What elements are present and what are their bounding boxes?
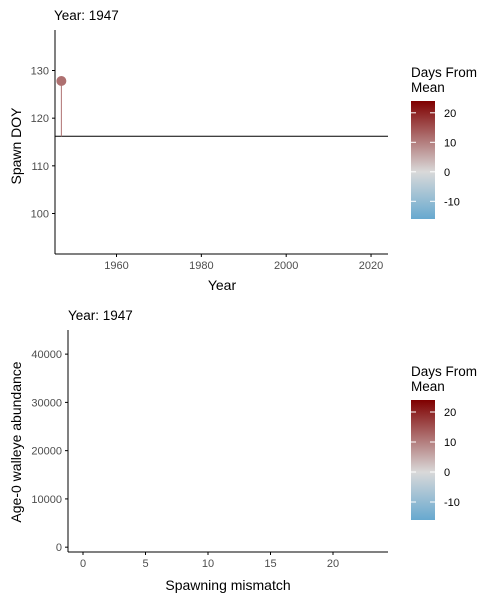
panel2-x-axis-title: Spawning mismatch [165, 577, 290, 593]
panel2-legend-tick-label: -10 [444, 497, 460, 509]
panel1-axes: 1960 1980 2000 2020 100 110 120 130 [31, 30, 388, 272]
panel2-x-tick-label: 0 [80, 558, 86, 570]
panel1-x-tick-label: 1960 [104, 260, 128, 272]
panel1-x-axis-title: Year [208, 277, 237, 293]
panel1-y-tick-label: 120 [31, 113, 49, 125]
panel1-x-tick-label: 1980 [189, 260, 213, 272]
panel1-y-tick-label: 100 [31, 208, 49, 220]
panel2-y-tick-label: 10000 [31, 494, 62, 506]
panel1-legend-tick-label: 0 [444, 167, 450, 179]
panel2-x-tick-label: 5 [142, 558, 148, 570]
panel2-axes: 0 5 10 15 20 0 10000 20000 30000 40000 [31, 330, 388, 570]
panel1-legend-title-line2: Mean [411, 80, 445, 95]
panel2-y-axis-title: Age-0 walleye abundance [8, 361, 24, 522]
panel1-marks [55, 76, 388, 136]
panel1-x-tick-label: 2000 [274, 260, 298, 272]
panel1-data-point [56, 76, 66, 86]
panel2-y-tick-label: 20000 [31, 446, 62, 458]
panel1-y-tick-label: 110 [31, 161, 49, 173]
panel2-legend-title-line1: Days From [411, 364, 477, 379]
panel2-y-tick-label: 40000 [31, 349, 62, 361]
panel2-x-tick-label: 10 [202, 558, 214, 570]
panel2-x-tick-label: 20 [327, 558, 339, 570]
panel2-legend-tick-label: 20 [444, 407, 456, 419]
panel1-y-tick-label: 130 [31, 66, 49, 78]
panel2-title: Year: 1947 [68, 308, 133, 323]
panel1-legend-title-line1: Days From [411, 65, 477, 80]
panel1-legend: Days From Mean 20 10 0 -10 [411, 65, 477, 219]
panel1-title: Year: 1947 [54, 8, 119, 23]
panel1-legend-tick-label: -10 [444, 196, 460, 208]
panel2-y-tick-label: 30000 [31, 397, 62, 409]
panel1-legend-tick-label: 10 [444, 137, 456, 149]
panel2-legend-title-line2: Mean [411, 379, 445, 394]
panel2-legend-tick-label: 0 [444, 467, 450, 479]
panel1-legend-tick-label: 20 [444, 108, 456, 120]
panel-spawn-doy: Year: 1947 1960 1980 2000 2020100110120130 … [8, 8, 477, 293]
panel2-legend-tick-label: 10 [444, 437, 456, 449]
panel2-legend: Days From Mean 20 10 0 -10 [411, 364, 477, 520]
panel2-y-tick-label: 0 [56, 542, 62, 554]
panel2-x-tick-label: 15 [264, 558, 276, 570]
panel1-x-tick-label: 2020 [359, 260, 383, 272]
panel1-y-axis-title: Spawn DOY [8, 107, 24, 185]
panel-walleye-abundance: Year: 1947 0 5 10 15 20 0 10000 20000 30000 40000… [8, 308, 477, 593]
